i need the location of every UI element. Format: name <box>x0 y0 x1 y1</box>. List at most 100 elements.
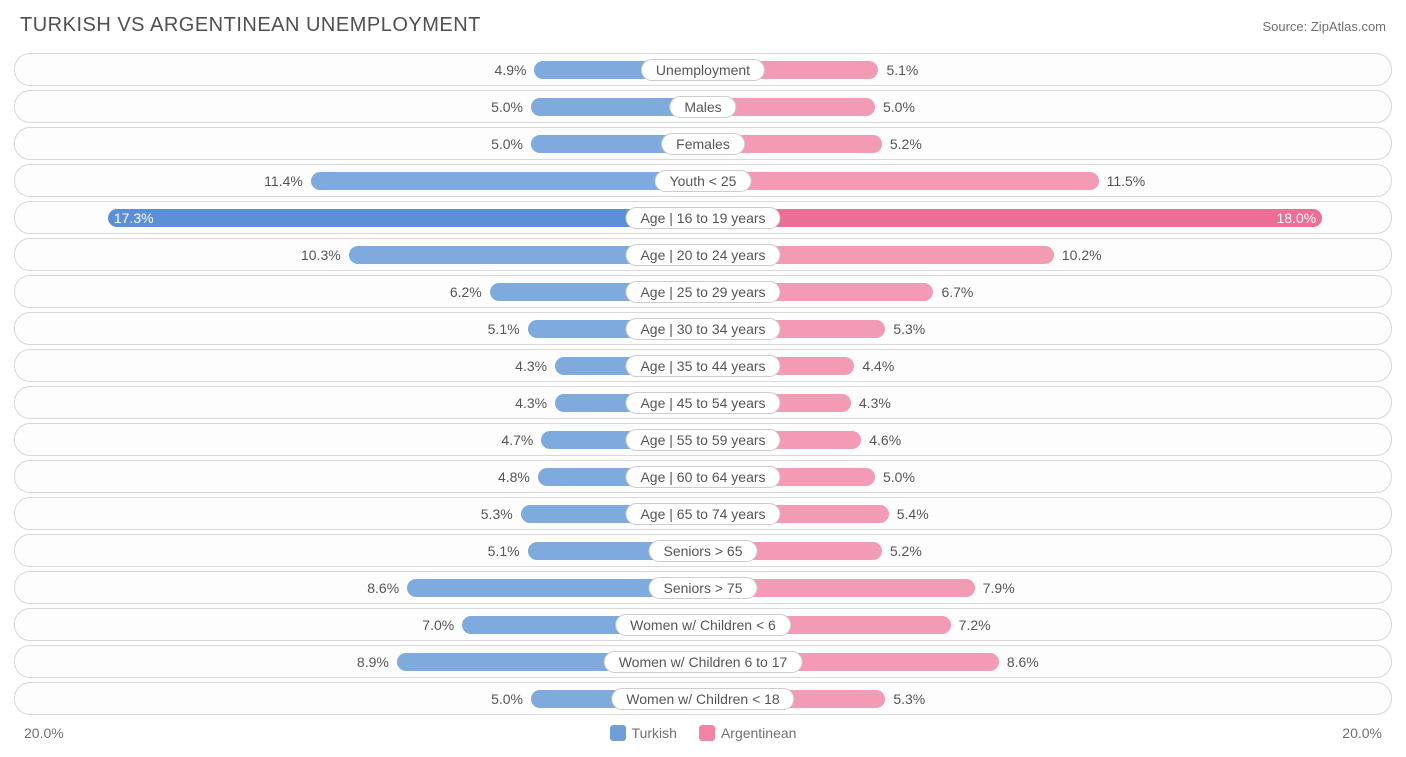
bar-right-half: 5.2% <box>703 128 1391 159</box>
bar-right: 11.5% <box>703 172 1099 190</box>
legend-item-right: Argentinean <box>699 725 797 741</box>
bar-right-half: 5.3% <box>703 313 1391 344</box>
bar-right-half: 4.4% <box>703 350 1391 381</box>
bar-left-value: 5.1% <box>488 543 528 559</box>
bar-right-half: 10.2% <box>703 239 1391 270</box>
bar-left-value: 5.3% <box>481 506 521 522</box>
bar-right-value: 5.3% <box>885 691 925 707</box>
bar-left-value: 4.7% <box>501 432 541 448</box>
chart-header: TURKISH VS ARGENTINEAN UNEMPLOYMENT Sour… <box>14 10 1392 53</box>
bar-left-half: 5.3% <box>15 498 703 529</box>
category-label: Women w/ Children < 18 <box>611 688 794 710</box>
category-label: Women w/ Children < 6 <box>615 614 791 636</box>
chart-row: 7.0%7.2%Women w/ Children < 6 <box>14 608 1392 641</box>
chart-title: TURKISH VS ARGENTINEAN UNEMPLOYMENT <box>20 14 481 37</box>
bar-right-value: 18.0% <box>1276 210 1316 226</box>
bar-right-value: 11.5% <box>1099 173 1146 189</box>
bar-left-value: 5.0% <box>491 136 531 152</box>
chart-row: 5.0% 5.0% Males <box>14 90 1392 123</box>
chart-row: 5.0% 5.2% Females <box>14 127 1392 160</box>
bar-left-half: 4.3% <box>15 350 703 381</box>
bar-right-value: 5.1% <box>878 62 918 78</box>
chart-row: 4.9% 5.1% Unemployment <box>14 53 1392 86</box>
bar-left-value: 4.3% <box>515 395 555 411</box>
bar-right-value: 6.7% <box>933 284 973 300</box>
category-label: Females <box>661 133 745 155</box>
bar-left-value: 4.3% <box>515 358 555 374</box>
bar-right-half: 8.6% <box>703 646 1391 677</box>
bar-right: 18.0% <box>703 209 1322 227</box>
category-label: Age | 30 to 34 years <box>625 318 780 340</box>
bar-right-value: 5.3% <box>885 321 925 337</box>
bar-right-half: 18.0% <box>703 202 1391 233</box>
chart-legend: Turkish Argentinean <box>610 725 797 741</box>
chart-row: 5.1% 5.3% Age | 30 to 34 years <box>14 312 1392 345</box>
bar-left-value: 5.0% <box>491 99 531 115</box>
bar-right-value: 7.9% <box>975 580 1015 596</box>
bar-right-value: 4.3% <box>851 395 891 411</box>
bar-right-half: 5.4% <box>703 498 1391 529</box>
bar-right-half: 4.6% <box>703 424 1391 455</box>
bar-left-half: 5.1% <box>15 535 703 566</box>
chart-row: 5.3% 5.4%Age | 65 to 74 years <box>14 497 1392 530</box>
bar-right-value: 5.0% <box>875 99 915 115</box>
bar-right-value: 10.2% <box>1054 247 1102 263</box>
category-label: Age | 25 to 29 years <box>625 281 780 303</box>
diverging-bar-chart: 4.9% 5.1% Unemployment 5.0% 5.0% Males 5.0% 5.2… <box>14 53 1392 715</box>
bar-left-value: 8.9% <box>357 654 397 670</box>
category-label: Age | 16 to 19 years <box>625 207 780 229</box>
legend-label-left: Turkish <box>632 725 677 741</box>
bar-left-half: 4.8% <box>15 461 703 492</box>
bar-right-value: 8.6% <box>999 654 1039 670</box>
bar-right-value: 5.2% <box>882 543 922 559</box>
category-label: Seniors > 75 <box>649 577 758 599</box>
bar-left-half: 8.6% <box>15 572 703 603</box>
bar-right-half: 5.3% <box>703 683 1391 714</box>
legend-swatch-icon <box>610 725 626 741</box>
bar-right-half: 5.0% <box>703 91 1391 122</box>
category-label: Age | 20 to 24 years <box>625 244 780 266</box>
bar-left-value: 4.8% <box>498 469 538 485</box>
bar-right-value: 7.2% <box>951 617 991 633</box>
chart-row: 8.6% 7.9% Seniors > 75 <box>14 571 1392 604</box>
bar-left-value: 17.3% <box>114 210 154 226</box>
bar-left-half: 5.0% <box>15 128 703 159</box>
bar-left-half: 4.7% <box>15 424 703 455</box>
chart-row: 11.4%11.5%Youth < 25 <box>14 164 1392 197</box>
category-label: Age | 55 to 59 years <box>625 429 780 451</box>
chart-source: Source: ZipAtlas.com <box>1262 19 1386 34</box>
legend-swatch-icon <box>699 725 715 741</box>
bar-left-value: 6.2% <box>450 284 490 300</box>
bar-right-value: 4.4% <box>854 358 894 374</box>
bar-right-half: 5.0% <box>703 461 1391 492</box>
chart-row: 5.1% 5.2% Seniors > 65 <box>14 534 1392 567</box>
bar-left-value: 8.6% <box>367 580 407 596</box>
category-label: Youth < 25 <box>655 170 752 192</box>
bar-left: 17.3% <box>108 209 703 227</box>
bar-left-value: 5.1% <box>488 321 528 337</box>
chart-row: 4.7% 4.6% Age | 55 to 59 years <box>14 423 1392 456</box>
category-label: Age | 60 to 64 years <box>625 466 780 488</box>
bar-left-half: 6.2% <box>15 276 703 307</box>
legend-label-right: Argentinean <box>721 725 797 741</box>
chart-row: 4.8% 5.0%Age | 60 to 64 years <box>14 460 1392 493</box>
chart-row: 6.2% 6.7% Age | 25 to 29 years <box>14 275 1392 308</box>
chart-row: 4.3%4.3%Age | 45 to 54 years <box>14 386 1392 419</box>
bar-right-value: 4.6% <box>861 432 901 448</box>
axis-max-right: 20.0% <box>1342 725 1382 741</box>
category-label: Seniors > 65 <box>649 540 758 562</box>
bar-right-half: 5.2% <box>703 535 1391 566</box>
category-label: Unemployment <box>641 59 765 81</box>
bar-left-half: 4.9% <box>15 54 703 85</box>
category-label: Males <box>669 96 736 118</box>
legend-item-left: Turkish <box>610 725 677 741</box>
bar-left: 11.4% <box>311 172 703 190</box>
bar-right-value: 5.2% <box>882 136 922 152</box>
category-label: Women w/ Children 6 to 17 <box>604 651 803 673</box>
bar-right-half: 7.2% <box>703 609 1391 640</box>
bar-left-value: 5.0% <box>491 691 531 707</box>
bar-right-half: 5.1% <box>703 54 1391 85</box>
bar-left-half: 17.3% <box>15 202 703 233</box>
category-label: Age | 65 to 74 years <box>625 503 780 525</box>
bar-left-half: 5.0% <box>15 683 703 714</box>
